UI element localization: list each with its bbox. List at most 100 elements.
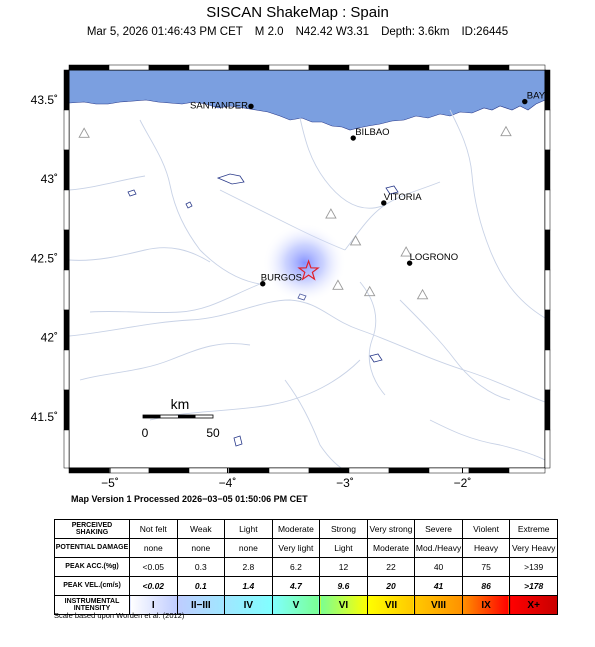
- legend-cell: <0.05: [129, 557, 178, 577]
- intensity-legend: PERCEIVED SHAKING Not felt Weak Light Modera…: [54, 519, 558, 615]
- legend-cell: 0.3: [176, 557, 226, 577]
- legend-cell: Very strong: [366, 519, 416, 539]
- city-marker: [522, 98, 528, 105]
- legend-cell: Moderate: [366, 538, 416, 558]
- legend-cell: >178: [509, 576, 558, 596]
- legend-row-label: PERCEIVED SHAKING: [54, 519, 130, 539]
- legend-cell: II−III: [176, 595, 226, 615]
- event-depth: Depth: 3.6km: [381, 26, 450, 38]
- event-magnitude: M 2.0: [254, 26, 284, 38]
- longitude-label: −5˚: [101, 476, 119, 490]
- event-id: ID:26445: [461, 26, 509, 38]
- legend-cell: V: [271, 595, 321, 615]
- legend-cell: VI: [319, 595, 368, 615]
- legend-cell: 6.2: [271, 557, 321, 577]
- latitude-label: 43˚: [41, 172, 58, 186]
- legend-cell: Moderate: [271, 519, 321, 539]
- legend-cell: 1.4: [224, 576, 273, 596]
- epicenter-star-icon: [297, 259, 320, 281]
- legend-cell: X+: [509, 595, 558, 615]
- legend-cell: 2.8: [224, 557, 273, 577]
- city-label-burgos: BURGOS: [261, 273, 302, 284]
- legend-cell: Violent: [461, 519, 511, 539]
- event-date: Mar 5, 2026 01:46:43 PM CET: [86, 26, 243, 38]
- map-title: SISCAN ShakeMap : Spain: [206, 4, 389, 21]
- legend-cell: none: [129, 538, 178, 558]
- legend-row-acc: PEAK ACC.(%g) <0.05 0.3 2.8 6.2 12 22 40 75 >139: [54, 557, 558, 577]
- legend-cell: 20: [366, 576, 416, 596]
- station-icon: [363, 285, 376, 297]
- longitude-label: −3˚: [336, 476, 354, 490]
- legend-row-intensity: INSTRUMENTAL INTENSITY I II−III IV V VI VII VII…: [54, 595, 558, 615]
- longitude-label: −2˚: [454, 476, 472, 490]
- legend-cell: I: [129, 595, 178, 615]
- legend-cell: Very light: [271, 538, 321, 558]
- scale-start: 0: [142, 426, 149, 440]
- legend-cell: none: [224, 538, 273, 558]
- map-version: Map Version 1 Processed 2026−03−05 01:50…: [71, 494, 308, 504]
- river-network: [69, 109, 545, 468]
- legend-row-damage: POTENTIAL DAMAGE none none none Very light Li…: [54, 538, 558, 558]
- legend-cell: Not felt: [129, 519, 178, 539]
- scale-credit: Scale based upon Worden et al. (2012): [54, 611, 185, 620]
- station-icon: [500, 125, 512, 137]
- legend-row-label: POTENTIAL DAMAGE: [54, 538, 130, 558]
- legend-cell: 40: [414, 557, 463, 577]
- frame-ticks: [63, 64, 551, 474]
- legend-cell: Mod./Heavy: [414, 538, 463, 558]
- city-label-santander: SANTANDER: [190, 100, 248, 111]
- seismic-stations: [78, 125, 512, 300]
- legend-cell: Strong: [319, 519, 368, 539]
- legend-cell: 75: [461, 557, 511, 577]
- latitude-label: 42.5˚: [31, 251, 58, 265]
- longitude-labels: −5˚ −4˚ −3˚ −2˚: [101, 468, 471, 490]
- legend-cell: Extreme: [509, 519, 558, 539]
- legend-cell: Severe: [414, 519, 463, 539]
- legend-cell: 0.1: [176, 576, 226, 596]
- legend-row-label: PEAK ACC.(%g): [54, 557, 130, 577]
- legend-cell: IV: [224, 595, 273, 615]
- legend-cell: Weak: [176, 519, 226, 539]
- city-label-bilbao: BILBAO: [355, 127, 389, 138]
- city-label-bay: BAY: [527, 91, 546, 102]
- scale-bar: km 0 50: [142, 396, 220, 440]
- legend-cell: Very Heavy: [509, 538, 558, 558]
- legend-row-label: PEAK VEL.(cm/s): [54, 576, 130, 596]
- cities: SANTANDER BILBAO VITORIA LOGRONO BURGOS BAY: [190, 91, 546, 287]
- station-icon: [332, 279, 344, 290]
- sea-bay-of-biscay: [69, 70, 545, 131]
- station-icon: [349, 235, 362, 246]
- legend-row-shaking: PERCEIVED SHAKING Not felt Weak Light Modera…: [54, 519, 558, 539]
- city-marker: [248, 103, 254, 110]
- event-info: Mar 5, 2026 01:46:43 PM CET M 2.0 N42.42 W…: [0, 26, 595, 38]
- scale-unit: km: [171, 396, 190, 412]
- latitude-label: 43.5˚: [31, 93, 58, 107]
- legend-cell: VII: [366, 595, 416, 615]
- legend-cell: 86: [461, 576, 511, 596]
- station-icon: [416, 288, 429, 300]
- scale-end: 50: [206, 426, 220, 440]
- legend-cell: <0.02: [129, 576, 178, 596]
- latitude-labels: 43.5˚ 43˚ 42.5˚ 42˚ 41.5˚: [31, 93, 69, 424]
- latitude-label: 42˚: [41, 331, 58, 345]
- legend-row-label: INSTRUMENTAL INTENSITY: [54, 595, 130, 615]
- legend-cell: >139: [509, 557, 558, 577]
- city-label-vitoria: VITORIA: [384, 192, 422, 203]
- city-label-logrono: LOGRONO: [410, 252, 459, 263]
- shaking-intensity-area: [262, 223, 347, 304]
- shakemap: SANTANDER BILBAO VITORIA LOGRONO BURGOS BAY 4…: [31, 64, 551, 490]
- city-marker: [381, 200, 387, 206]
- station-icon: [400, 246, 412, 257]
- legend-row-vel: PEAK VEL.(cm/s) <0.02 0.1 1.4 4.7 9.6 20 41 86 >1…: [54, 576, 558, 596]
- legend-cell: 41: [414, 576, 463, 596]
- legend-cell: 9.6: [319, 576, 368, 596]
- legend-cell: 12: [319, 557, 368, 577]
- legend-cell: Light: [224, 519, 273, 539]
- city-marker: [260, 281, 266, 287]
- station-icon: [78, 127, 90, 138]
- station-icon: [325, 208, 337, 219]
- legend-cell: Light: [319, 538, 368, 558]
- city-marker: [406, 260, 413, 266]
- legend-cell: Heavy: [461, 538, 511, 558]
- legend-cell: none: [176, 538, 226, 558]
